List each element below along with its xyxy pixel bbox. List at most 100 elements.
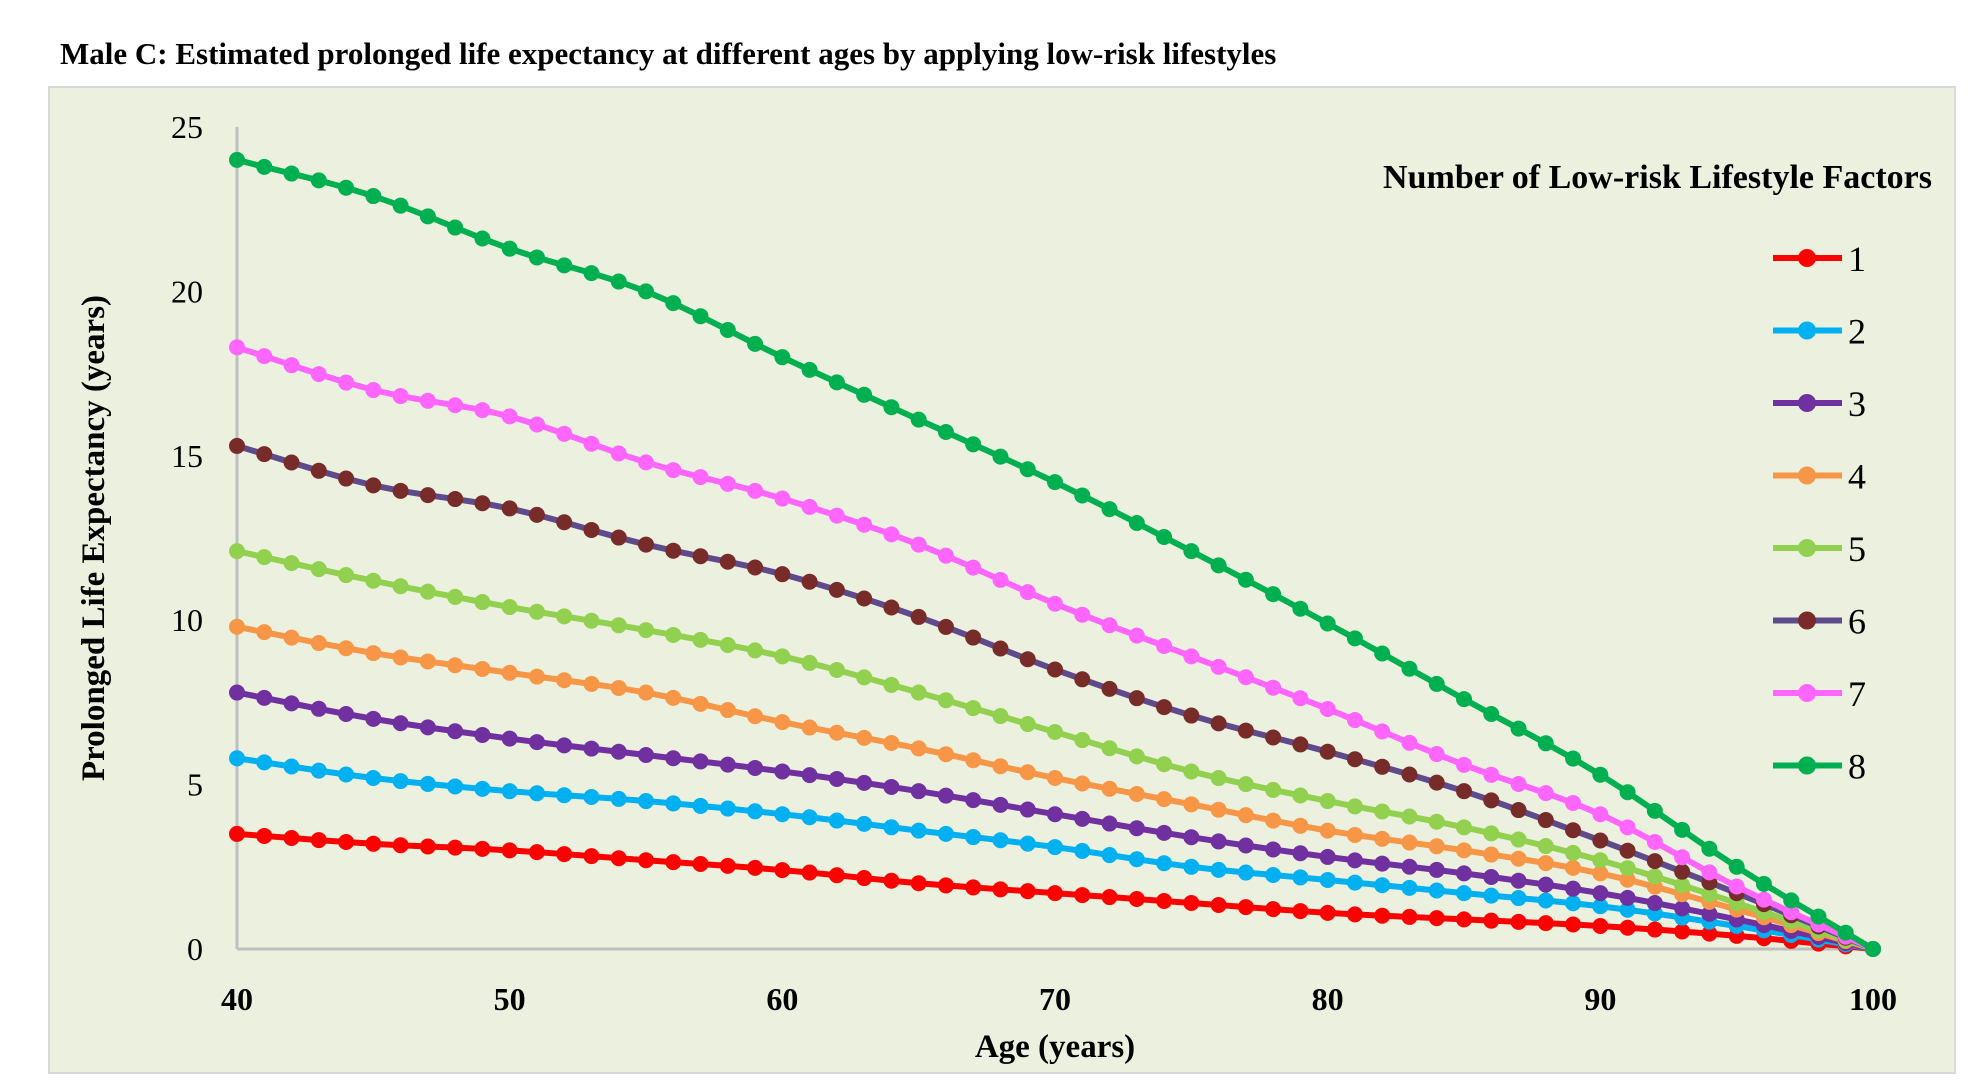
legend-item: 1	[1773, 239, 1866, 279]
data-point	[1537, 785, 1554, 802]
data-point	[992, 708, 1009, 725]
data-point	[1156, 699, 1173, 716]
data-point	[556, 425, 573, 442]
data-point	[774, 763, 791, 780]
data-point	[1292, 817, 1309, 834]
data-point	[1128, 785, 1145, 802]
data-point	[1183, 796, 1200, 813]
data-point	[1346, 874, 1363, 891]
data-point	[1374, 803, 1391, 820]
data-point	[828, 581, 845, 598]
data-point	[256, 624, 273, 641]
data-point	[1428, 746, 1445, 763]
data-point	[283, 830, 300, 847]
data-point	[1156, 855, 1173, 872]
legend-item: 2	[1773, 312, 1866, 352]
data-point	[1456, 756, 1472, 773]
data-point	[1156, 756, 1173, 773]
data-point	[392, 715, 409, 732]
legend-marker	[1798, 684, 1816, 702]
data-point	[1483, 887, 1500, 904]
data-point	[528, 785, 545, 802]
data-point	[1428, 910, 1445, 927]
x-tick-label: 40	[221, 981, 253, 1017]
data-point	[856, 516, 873, 533]
data-point	[1646, 894, 1663, 911]
data-point	[883, 399, 900, 416]
data-point	[910, 608, 927, 625]
data-point	[1047, 839, 1063, 856]
data-point	[283, 629, 300, 646]
x-tick-label: 60	[766, 981, 798, 1017]
data-point	[1237, 837, 1254, 854]
data-point	[1565, 822, 1582, 839]
data-point	[1701, 905, 1718, 922]
data-point	[256, 446, 273, 463]
data-point	[419, 392, 436, 409]
data-point	[1237, 571, 1254, 588]
data-point	[1101, 617, 1118, 634]
data-point	[801, 573, 818, 590]
data-point	[1047, 723, 1063, 740]
legend-item: 5	[1773, 529, 1866, 569]
data-point	[338, 567, 355, 584]
data-point	[1047, 474, 1063, 491]
data-point	[774, 566, 791, 583]
data-point	[747, 759, 764, 776]
data-point	[1510, 775, 1527, 792]
data-point	[937, 825, 954, 842]
data-point	[1374, 907, 1391, 924]
data-point	[665, 795, 682, 812]
data-point	[419, 838, 436, 855]
data-point	[392, 197, 409, 214]
data-point	[638, 454, 654, 471]
data-point	[1619, 784, 1636, 801]
data-point	[501, 408, 518, 425]
data-point	[1183, 829, 1200, 846]
data-point	[1292, 787, 1309, 804]
data-point	[1319, 615, 1336, 632]
data-point	[1265, 867, 1282, 884]
data-point	[828, 507, 845, 524]
data-point	[1401, 858, 1418, 875]
data-point	[1128, 891, 1145, 908]
data-point	[229, 151, 245, 168]
data-point	[910, 875, 927, 892]
y-axis-title: Prolonged Life Expectancy (years)	[76, 295, 112, 781]
data-point	[501, 240, 518, 257]
data-point	[1265, 729, 1282, 746]
data-point	[474, 840, 491, 857]
data-point	[610, 743, 627, 760]
data-point	[283, 454, 300, 471]
data-point	[610, 529, 627, 546]
data-point	[1510, 913, 1527, 930]
data-point	[1592, 917, 1609, 934]
data-point	[1074, 775, 1091, 792]
data-point	[747, 482, 764, 499]
data-point	[1537, 892, 1554, 909]
data-point	[1674, 900, 1691, 917]
data-point	[1456, 819, 1472, 836]
data-point	[1346, 630, 1363, 647]
data-point	[1483, 912, 1500, 929]
data-point	[1510, 720, 1527, 737]
data-point	[1292, 600, 1309, 617]
data-point	[583, 740, 600, 757]
data-point	[1619, 889, 1636, 906]
data-point	[610, 445, 627, 462]
data-point	[665, 626, 682, 643]
data-point	[1401, 808, 1418, 825]
data-point	[1237, 669, 1254, 686]
data-point	[338, 179, 355, 196]
data-point	[1210, 861, 1227, 878]
data-point	[1428, 861, 1445, 878]
data-point	[747, 642, 764, 659]
data-point	[883, 819, 900, 836]
data-point	[610, 679, 627, 696]
data-point	[283, 357, 300, 374]
data-point	[1319, 848, 1336, 865]
x-tick-label: 90	[1584, 981, 1616, 1017]
data-point	[1619, 819, 1636, 836]
